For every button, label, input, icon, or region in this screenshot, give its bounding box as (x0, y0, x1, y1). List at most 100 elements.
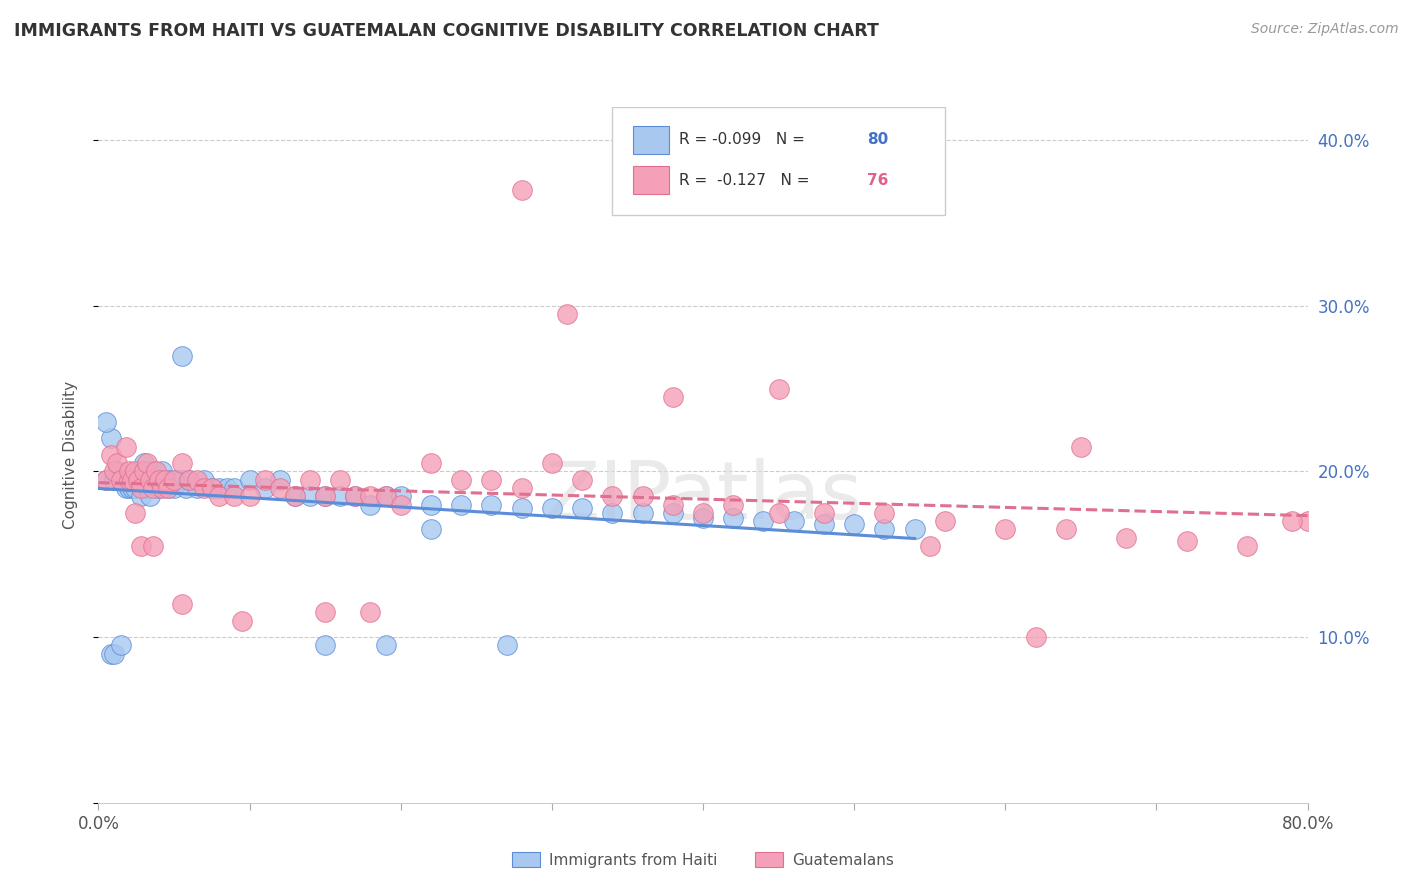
Point (510, 481, 533, 495)
Point (253, 473, 276, 487)
Point (114, 440, 136, 454)
Point (269, 481, 291, 495)
Point (94, 415, 117, 429)
Point (253, 481, 276, 495)
Text: 76: 76 (868, 172, 889, 187)
FancyBboxPatch shape (633, 126, 669, 153)
Point (692, 506, 714, 520)
Point (752, 514, 775, 528)
Point (571, 473, 593, 487)
Point (139, 489, 162, 503)
Text: ZIPatlas: ZIPatlas (544, 458, 862, 536)
Point (153, 473, 176, 487)
Y-axis label: Cognitive Disability: Cognitive Disability (63, 381, 77, 529)
Point (768, 382, 790, 396)
Point (156, 481, 179, 495)
Point (450, 498, 472, 512)
Point (121, 481, 143, 495)
Point (360, 498, 382, 512)
Point (723, 498, 745, 512)
Point (662, 498, 685, 512)
Point (103, 473, 125, 487)
Point (662, 390, 685, 404)
Point (160, 473, 183, 487)
Point (215, 481, 238, 495)
Point (344, 489, 367, 503)
Legend: Immigrants from Haiti, Guatemalans: Immigrants from Haiti, Guatemalans (505, 844, 901, 875)
Point (179, 473, 201, 487)
Text: R =  -0.127   N =: R = -0.127 N = (679, 172, 814, 187)
Point (103, 647, 125, 661)
Point (148, 473, 170, 487)
Point (783, 514, 806, 528)
Point (994, 523, 1017, 537)
Point (314, 489, 336, 503)
Point (139, 473, 162, 487)
Point (481, 473, 503, 487)
Point (150, 481, 173, 495)
Point (918, 539, 941, 553)
Point (284, 489, 307, 503)
Point (571, 500, 593, 515)
Point (142, 465, 165, 479)
Point (179, 473, 201, 487)
Point (768, 506, 790, 520)
Point (269, 473, 291, 487)
Point (201, 481, 224, 495)
Point (420, 456, 443, 470)
Point (631, 506, 654, 520)
Point (510, 183, 533, 197)
Point (193, 473, 215, 487)
Point (100, 647, 122, 661)
Point (110, 639, 132, 653)
Point (163, 473, 186, 487)
Text: Source: ZipAtlas.com: Source: ZipAtlas.com (1251, 22, 1399, 37)
Point (284, 489, 307, 503)
Point (135, 465, 157, 479)
Point (329, 473, 352, 487)
Point (495, 639, 517, 653)
Point (450, 473, 472, 487)
Point (135, 481, 157, 495)
Point (124, 481, 146, 495)
Point (481, 498, 503, 512)
Point (374, 639, 396, 653)
Point (118, 473, 141, 487)
Point (118, 465, 141, 479)
Point (934, 514, 956, 528)
Point (329, 489, 352, 503)
Point (224, 489, 246, 503)
Point (103, 465, 125, 479)
Point (124, 473, 146, 487)
Point (239, 489, 262, 503)
Point (1115, 531, 1137, 545)
Point (374, 489, 396, 503)
Point (540, 500, 562, 515)
Point (127, 465, 149, 479)
Point (145, 473, 167, 487)
Point (299, 489, 322, 503)
Text: IMMIGRANTS FROM HAITI VS GUATEMALAN COGNITIVE DISABILITY CORRELATION CHART: IMMIGRANTS FROM HAITI VS GUATEMALAN COGN… (14, 22, 879, 40)
Point (105, 456, 128, 470)
Point (110, 473, 132, 487)
Point (1070, 440, 1092, 454)
Point (129, 489, 152, 503)
Point (844, 517, 866, 532)
Point (174, 481, 197, 495)
Point (631, 489, 654, 503)
Point (510, 500, 533, 515)
Point (420, 498, 443, 512)
Point (94, 473, 117, 487)
Point (904, 523, 927, 537)
Point (145, 465, 167, 479)
Point (124, 506, 146, 520)
Point (231, 614, 253, 628)
Point (1024, 630, 1046, 644)
Point (114, 481, 136, 495)
Point (813, 506, 835, 520)
Point (135, 456, 157, 470)
Point (118, 481, 141, 495)
Point (156, 481, 179, 495)
Point (186, 473, 208, 487)
Point (142, 481, 165, 495)
